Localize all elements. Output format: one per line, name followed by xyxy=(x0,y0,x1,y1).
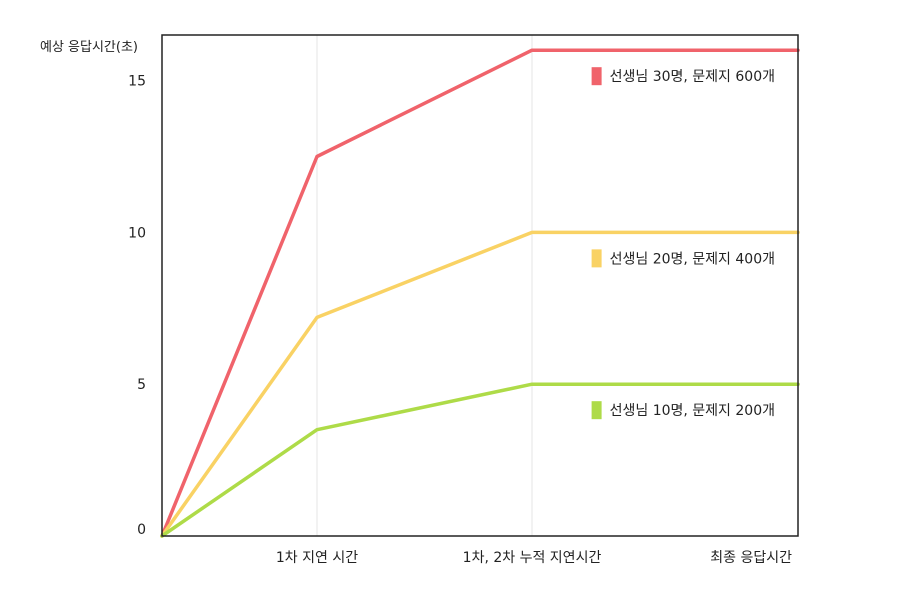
y-tick-label: 10 xyxy=(128,225,146,241)
plot-frame xyxy=(161,34,799,537)
series-line-3 xyxy=(160,382,800,538)
y-tick-label: 0 xyxy=(137,522,146,538)
legend-label: 선생님 20명, 문제지 400개 xyxy=(610,251,775,267)
x-tick-label: 최종 응답시간 xyxy=(710,550,792,566)
x-tick-label: 1차 지연 시간 xyxy=(276,550,358,566)
legend-item-2: 선생님 20명, 문제지 400개 xyxy=(591,249,775,268)
legend-label: 선생님 30명, 문제지 600개 xyxy=(610,69,775,85)
legend-swatch xyxy=(591,401,602,420)
y-tick-label: 15 xyxy=(128,74,146,90)
y-axis-label: 예상 응답시간(초) xyxy=(40,40,138,55)
series-lines xyxy=(160,48,800,538)
y-tick-label: 5 xyxy=(137,377,146,393)
x-tick-label: 1차, 2차 누적 지연시간 xyxy=(463,550,602,566)
legend-swatch xyxy=(591,67,602,86)
legend-swatch xyxy=(591,249,602,268)
legend-label: 선생님 10명, 문제지 200개 xyxy=(610,403,775,419)
series-line-2 xyxy=(160,230,800,538)
grid xyxy=(316,35,533,536)
y-axis-ticks: 0 5 10 15 xyxy=(128,74,146,538)
legend-item-3: 선생님 10명, 문제지 200개 xyxy=(591,401,775,420)
legend-item-1: 선생님 30명, 문제지 600개 xyxy=(591,67,775,86)
series-line-1 xyxy=(160,48,800,538)
x-axis-ticks: 1차 지연 시간 1차, 2차 누적 지연시간 최종 응답시간 xyxy=(276,550,792,566)
